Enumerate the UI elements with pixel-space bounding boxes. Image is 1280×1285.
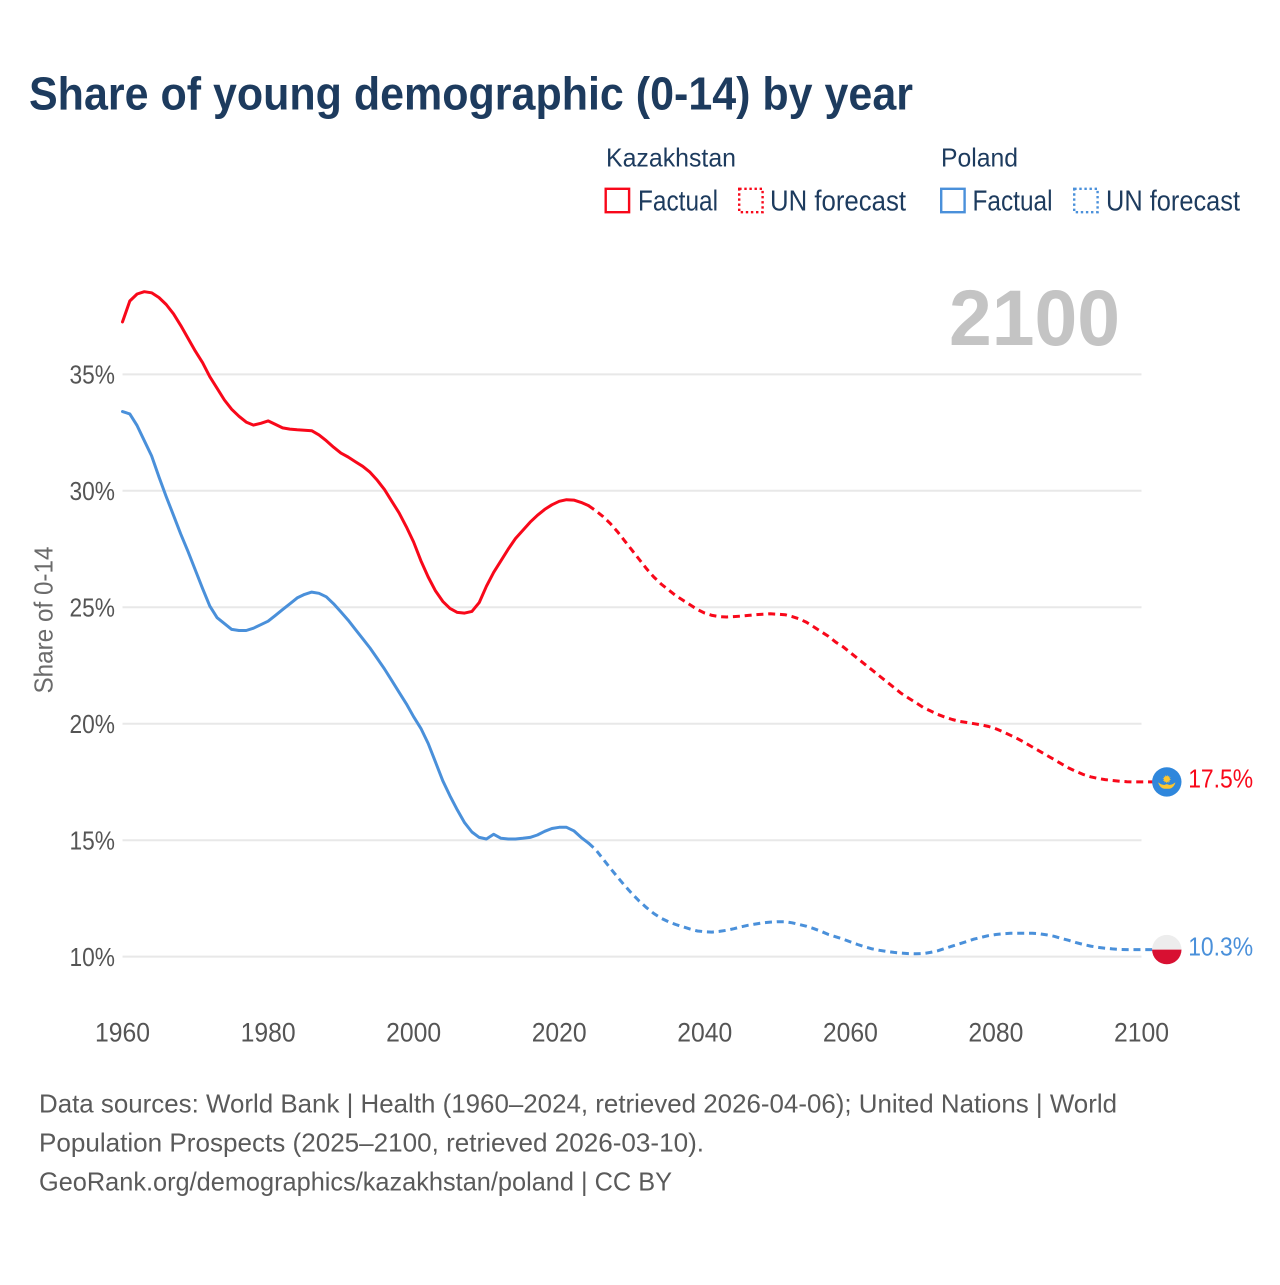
svg-text:Population Prospects (2025–210: Population Prospects (2025–2100, retriev… [39, 1128, 704, 1158]
svg-text:1960: 1960 [95, 1018, 150, 1048]
svg-text:UN forecast: UN forecast [770, 186, 906, 218]
svg-text:2000: 2000 [386, 1018, 441, 1048]
svg-text:Poland: Poland [941, 143, 1018, 173]
svg-text:2020: 2020 [532, 1018, 587, 1048]
svg-text:25%: 25% [70, 593, 116, 623]
svg-text:Kazakhstan: Kazakhstan [606, 143, 736, 173]
svg-text:35%: 35% [70, 360, 116, 390]
svg-text:2080: 2080 [968, 1018, 1023, 1048]
svg-text:GeoRank.org/demographics/kazak: GeoRank.org/demographics/kazakhstan/pola… [39, 1167, 672, 1197]
svg-text:Share of young demographic (0-: Share of young demographic (0-14) by yea… [29, 68, 913, 120]
svg-text:17.5%: 17.5% [1188, 764, 1253, 794]
svg-text:2040: 2040 [677, 1018, 732, 1048]
svg-text:2100: 2100 [1114, 1018, 1169, 1048]
svg-text:Factual: Factual [638, 186, 718, 218]
svg-text:20%: 20% [70, 709, 116, 739]
svg-text:1980: 1980 [241, 1018, 296, 1048]
svg-text:Share of 0-14: Share of 0-14 [29, 547, 59, 694]
svg-text:30%: 30% [70, 476, 116, 506]
svg-text:Factual: Factual [973, 186, 1053, 218]
svg-text:2060: 2060 [823, 1018, 878, 1048]
svg-text:2100: 2100 [949, 273, 1120, 362]
svg-text:UN forecast: UN forecast [1106, 186, 1240, 218]
svg-text:10%: 10% [70, 942, 116, 972]
svg-text:15%: 15% [70, 825, 116, 855]
svg-text:Data sources: World Bank | Hea: Data sources: World Bank | Health (1960–… [39, 1089, 1117, 1119]
svg-text:10.3%: 10.3% [1188, 931, 1253, 961]
